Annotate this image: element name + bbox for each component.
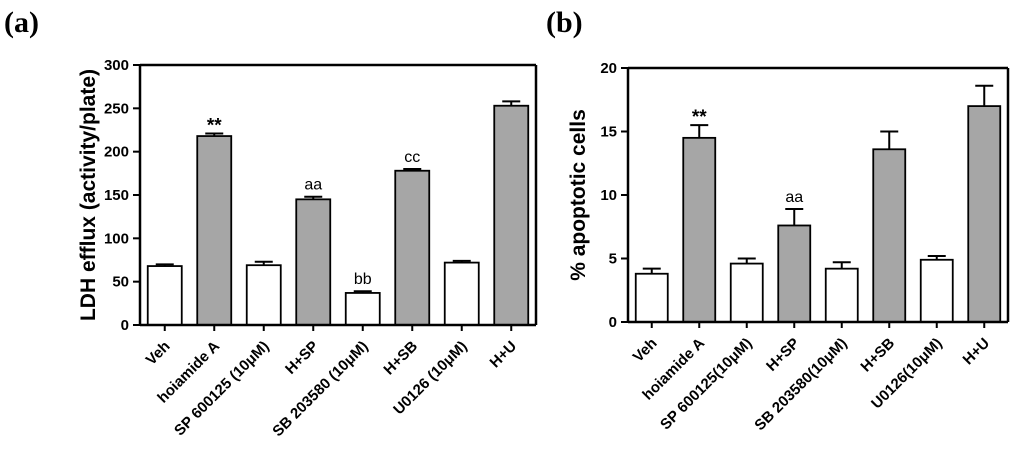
chart-a-ytick-label: 150 xyxy=(104,187,129,204)
chart-b-annotation: aa xyxy=(785,189,803,206)
chart-a-ytick-label: 100 xyxy=(104,230,129,247)
chart-b-bar xyxy=(682,136,717,323)
chart-b-category-label: H+SB xyxy=(857,335,898,376)
chart-a-category-label: SP 600125 (10μM) xyxy=(171,338,272,439)
chart-a-bar xyxy=(196,135,233,326)
chart-a-bar xyxy=(344,292,381,326)
chart-a-category-label: SB 203580 (10μM) xyxy=(269,338,371,440)
chart-b-ytick-label: 20 xyxy=(600,60,617,77)
chart-a-category-label: H+SB xyxy=(380,338,421,379)
chart-b-bar xyxy=(967,105,1002,323)
chart-b-category-label: H+U xyxy=(960,335,994,369)
chart-b-ytick-label: 0 xyxy=(609,314,617,331)
chart-a-bar xyxy=(443,261,480,326)
chart-b-category-label: SP 600125(10μM) xyxy=(657,335,756,434)
chart-b-bar xyxy=(777,224,812,323)
chart-a-category-label: Veh xyxy=(143,338,174,369)
chart-a-bar xyxy=(245,264,282,326)
panel-a-letter: (a) xyxy=(4,6,39,39)
chart-a-category-label: H+SP xyxy=(282,338,322,378)
chart-a-annotation: bb xyxy=(354,271,372,288)
chart-a-category-label: H+U xyxy=(487,338,521,372)
chart-a-ytick-label: 0 xyxy=(121,317,129,334)
chart-a-bar xyxy=(394,169,431,326)
chart-a-annotation: cc xyxy=(404,149,420,166)
chart-a: LDH efflux (activity/plate) 0 50 100 150 200 2… xyxy=(77,57,538,440)
chart-a-ytick-label: 250 xyxy=(104,100,129,117)
chart-a-bar xyxy=(493,104,530,326)
chart-b-category-label: H+SP xyxy=(763,335,803,375)
chart-b-bar xyxy=(729,262,764,323)
chart-b-ylabel: % apoptotic cells xyxy=(567,109,590,281)
chart-a-annotation: aa xyxy=(304,177,322,194)
chart-b-bar xyxy=(824,267,859,323)
chart-a-ylabel: LDH efflux (activity/plate) xyxy=(77,69,100,321)
chart-a-ytick-label: 300 xyxy=(104,57,129,74)
chart-a-ytick-label: 200 xyxy=(104,144,129,161)
chart-a-annotation: ** xyxy=(207,115,222,136)
chart-b-ytick-label: 5 xyxy=(609,251,617,268)
chart-a-ytick-label: 50 xyxy=(112,274,129,291)
chart-b-bar xyxy=(634,272,669,323)
chart-b-annotation: ** xyxy=(692,107,707,128)
chart-b-ytick-label: 10 xyxy=(600,187,617,204)
panel-b-letter: (b) xyxy=(546,6,583,39)
chart-b-category-label: Veh xyxy=(630,335,661,366)
chart-a-bar xyxy=(146,265,183,326)
chart-b-bar xyxy=(872,148,907,323)
chart-b-bar xyxy=(919,258,954,323)
chart-b-ytick-label: 15 xyxy=(600,124,617,141)
chart-b-category-label: SB 203580(10μM) xyxy=(751,335,850,434)
chart-a-bar xyxy=(295,198,332,326)
